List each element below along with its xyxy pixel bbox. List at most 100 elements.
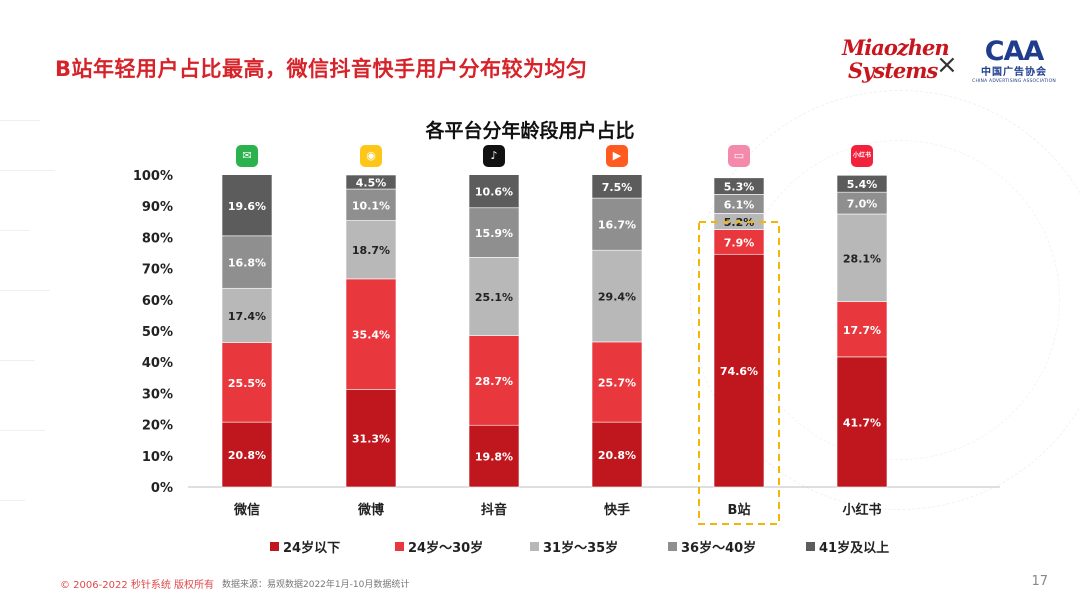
bar-segment (468, 257, 520, 336)
data-label: 16.8% (228, 257, 266, 270)
kuaishou-icon: ▶ (606, 145, 628, 167)
bar-segment (345, 188, 397, 221)
bar-segment (836, 175, 888, 193)
legend-label: 24岁～30岁 (408, 541, 484, 556)
bar-segment (836, 356, 888, 488)
data-label: 18.7% (352, 244, 390, 257)
copyright-text: © 2006-2022 秒针系统 版权所有 (60, 580, 215, 591)
bar-segment (345, 220, 397, 280)
decorative-left-lines (0, 80, 60, 580)
bilibili-icon: ▭ (728, 145, 750, 167)
bar-segment (221, 287, 273, 343)
bar-segment (591, 341, 643, 423)
bar-segment (591, 421, 643, 488)
bar-segment (591, 249, 643, 343)
data-label: 41.7% (843, 416, 881, 429)
page-title: B站年轻用户占比最高，微信抖音快手用户分布较为均匀 (55, 57, 588, 81)
bar-segment (345, 174, 397, 190)
bar-segment (468, 207, 520, 258)
data-label: 31.3% (352, 433, 390, 446)
bar-segment (713, 253, 765, 488)
legend-item: 24岁以下 (270, 537, 340, 556)
legend-label: 31岁～35岁 (543, 541, 619, 556)
category-label: 微博 (357, 502, 384, 518)
bar-segment (836, 213, 888, 302)
bar-segment (345, 278, 397, 390)
y-tick-label: 60% (142, 294, 173, 309)
category-label: 抖音 (481, 502, 507, 518)
bar-segment (468, 335, 520, 426)
legend-item: 36岁～40岁 (668, 537, 756, 556)
legend-item: 24岁～30岁 (395, 537, 483, 556)
miaozhen-logo-line2: Systems (848, 58, 938, 83)
data-label: 10.6% (475, 186, 513, 199)
caa-logo: CAA 中国广告协会 CHINA ADVERTISING ASSOCIATION (972, 38, 1056, 92)
y-tick-label: 0% (151, 481, 173, 496)
category-label: 微信 (233, 502, 260, 518)
bar-segment (591, 197, 643, 251)
bar-segment (221, 174, 273, 237)
bar-segment (221, 342, 273, 423)
data-label: 25.7% (598, 377, 636, 390)
caa-logo-en: CHINA ADVERTISING ASSOCIATION (972, 79, 1056, 84)
legend-swatch (395, 542, 404, 551)
page-number: 17 (1031, 574, 1048, 589)
caa-logo-cn: 中国广告协会 (981, 67, 1047, 78)
data-label: 5.3% (724, 181, 755, 194)
legend-item: 31岁～35岁 (530, 537, 618, 556)
data-label: 7.9% (724, 236, 755, 249)
bar-segment (591, 174, 643, 199)
legend-swatch (270, 542, 279, 551)
y-tick-label: 70% (142, 263, 173, 278)
data-label: 20.8% (598, 449, 636, 462)
legend-swatch (806, 542, 815, 551)
y-tick-label: 90% (142, 200, 173, 215)
y-tick-label: 100% (133, 169, 173, 184)
y-tick-label: 30% (142, 387, 173, 402)
data-label: 28.7% (475, 375, 513, 388)
legend-label: 36岁～40岁 (681, 541, 757, 556)
data-label: 25.1% (475, 291, 513, 304)
douyin-icon: ♪ (483, 145, 505, 167)
weibo-icon: ◉ (360, 145, 382, 167)
data-label: 28.1% (843, 252, 881, 265)
chart-legend: 24岁以下 24岁～30岁 31岁～35岁 36岁～40岁 41岁及以上 (0, 537, 1080, 557)
data-label: 15.9% (475, 227, 513, 240)
y-tick-label: 10% (142, 450, 173, 465)
legend-swatch (668, 542, 677, 551)
data-label: 19.6% (228, 200, 266, 213)
bar-segment (221, 421, 273, 488)
bar-segment (221, 235, 273, 289)
data-label: 5.4% (847, 178, 878, 191)
miaozhen-logo: Miaozhen Systems (842, 35, 950, 92)
data-label: 7.5% (602, 181, 633, 194)
data-label: 20.8% (228, 449, 266, 462)
caa-logo-mark: CAA (984, 36, 1045, 67)
y-tick-label: 80% (142, 231, 173, 246)
legend-item: 41岁及以上 (806, 537, 889, 556)
miaozhen-logo-line1: Miaozhen (842, 35, 950, 60)
data-label: 17.7% (843, 324, 881, 337)
data-label: 29.4% (598, 291, 636, 304)
data-label: 35.4% (352, 329, 390, 342)
data-label: 4.5% (356, 177, 387, 190)
wechat-icon: ✉ (236, 145, 258, 167)
times-icon: × (936, 50, 958, 80)
bar-segment (713, 177, 765, 195)
bar-segment (468, 174, 520, 209)
bar-segment (836, 301, 888, 358)
data-label: 6.1% (724, 198, 755, 211)
highlight-box (698, 221, 780, 525)
bar-segment (345, 389, 397, 488)
legend-swatch (530, 542, 539, 551)
data-label: 7.0% (847, 198, 878, 211)
data-label: 19.8% (475, 451, 513, 464)
chart-title: 各平台分年龄段用户占比 (425, 120, 635, 142)
legend-label: 24岁以下 (283, 541, 341, 556)
data-label: 10.1% (352, 199, 390, 212)
xiaohongshu-icon: 小红书 (851, 145, 873, 167)
category-label: B站 (728, 502, 751, 518)
data-label: 16.7% (598, 219, 636, 232)
data-source-text: 数据来源：易观数据2022年1月-10月数据统计 (222, 580, 410, 590)
